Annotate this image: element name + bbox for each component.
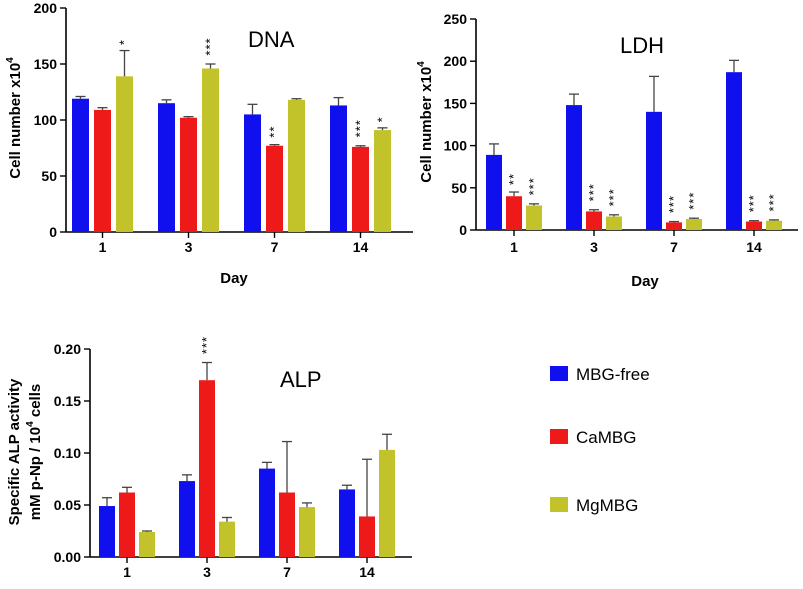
dna-bar-mbg-free-day-1: [72, 98, 89, 232]
ldh-significance-marker: ***: [586, 183, 601, 201]
ldh-y-tick-label: 0: [459, 222, 467, 238]
ldh-bar-mbg-free-day-14: [726, 72, 742, 230]
ldh-bar-mbg-free-day-3: [566, 105, 582, 230]
ldh-bar-cambg-day-7: [666, 222, 682, 230]
alp-y-tick-label: 0.10: [54, 445, 81, 461]
legend-label-mbg-free: MBG-free: [576, 365, 650, 384]
dna-significance-marker: *: [117, 39, 132, 45]
dna-y-axis-label: Cell number x104: [5, 57, 24, 179]
legend-swatch-mgmbg: [550, 497, 568, 512]
dna-x-tick-label: 14: [353, 239, 369, 255]
ldh-bar-cambg-day-14: [746, 221, 762, 230]
alp-significance-marker: ***: [199, 336, 214, 354]
alp-y-tick-label: 0.15: [54, 393, 81, 409]
ldh-y-tick-label: 200: [444, 53, 468, 69]
ldh-significance-marker: ***: [606, 188, 621, 206]
alp-bar-cambg-day-1: [119, 492, 135, 557]
ldh-x-axis-label: Day: [631, 273, 659, 290]
alp-bar-cambg-day-7: [279, 492, 295, 557]
ldh-y-tick-label: 100: [444, 138, 468, 154]
alp-bar-cambg-day-3: [199, 380, 215, 557]
ldh-bar-mbg-free-day-1: [486, 154, 502, 230]
dna-bar-mgmbg-day-14: [374, 130, 391, 232]
dna-y-tick-label: 0: [49, 224, 57, 240]
alp-bar-mgmbg-day-7: [299, 507, 315, 557]
ldh-bar-mgmbg-day-3: [606, 216, 622, 230]
alp-y-axis-label-line2: mM p-Np / 104 cells: [25, 384, 44, 520]
legend-swatch-cambg: [550, 429, 568, 444]
alp-bar-mgmbg-day-14: [379, 449, 395, 557]
alp-bar-mgmbg-day-3: [219, 521, 235, 557]
dna-bar-cambg-day-14: [352, 146, 369, 232]
dna-bar-cambg-day-7: [266, 145, 283, 232]
alp-title: ALP: [280, 367, 322, 392]
ldh-x-tick-label: 7: [670, 239, 678, 255]
dna-y-tick-label: 200: [34, 0, 58, 16]
alp-bar-mgmbg-day-1: [139, 532, 155, 557]
alp-x-tick-label: 14: [359, 564, 375, 580]
ldh-significance-marker: ***: [526, 177, 541, 195]
dna-bar-cambg-day-3: [180, 117, 197, 232]
ldh-significance-marker: ***: [686, 192, 701, 210]
ldh-chart: LDH Cell number x104 Day 0 50 100 150 200 250…: [416, 11, 798, 290]
ldh-significance-marker: ***: [746, 194, 761, 212]
alp-bar-mbg-free-day-1: [99, 506, 115, 557]
dna-title: DNA: [248, 27, 295, 52]
alp-bar-cambg-day-14: [359, 516, 375, 557]
dna-x-axis-label: Day: [220, 270, 248, 287]
dna-bar-mbg-free-day-14: [330, 105, 347, 232]
ldh-x-tick-label: 1: [510, 239, 518, 255]
ldh-bar-cambg-day-1: [506, 196, 522, 230]
ldh-significance-marker: ***: [766, 193, 781, 211]
dna-significance-marker: **: [267, 126, 282, 138]
ldh-significance-marker: **: [506, 173, 521, 185]
legend-label-mgmbg: MgMBG: [576, 496, 638, 515]
ldh-significance-marker: ***: [666, 195, 681, 213]
ldh-y-tick-label: 50: [451, 180, 467, 196]
legend-swatch-mbg-free: [550, 366, 568, 381]
alp-x-tick-label: 7: [283, 564, 291, 580]
alp-y-tick-label: 0.05: [54, 497, 81, 513]
dna-x-tick-label: 3: [185, 239, 193, 255]
ldh-y-tick-label: 250: [444, 11, 468, 27]
dna-bar-cambg-day-1: [94, 109, 111, 232]
dna-bar-mgmbg-day-1: [116, 76, 133, 232]
dna-chart: DNA Cell number x104 Day 0 50 100 150 200 1 * 3…: [5, 0, 413, 287]
ldh-bar-mbg-free-day-7: [646, 111, 662, 230]
ldh-title: LDH: [620, 33, 664, 58]
ldh-bar-mgmbg-day-7: [686, 219, 702, 230]
alp-bar-mbg-free-day-14: [339, 489, 355, 557]
alp-y-axis-label-line1: Specific ALP activity: [6, 378, 23, 525]
dna-y-tick-label: 100: [34, 112, 58, 128]
ldh-y-tick-label: 150: [444, 95, 468, 111]
alp-y-tick-label: 0.00: [54, 549, 81, 565]
alp-bar-mbg-free-day-7: [259, 468, 275, 557]
alp-y-tick-label: 0.20: [54, 341, 81, 357]
dna-bar-mbg-free-day-7: [244, 114, 261, 232]
dna-significance-marker: ***: [203, 37, 218, 55]
dna-significance-marker: *: [375, 116, 390, 122]
alp-chart: ALP Specific ALP activity mM p-Np / 104 …: [6, 336, 412, 580]
dna-x-tick-label: 7: [271, 239, 279, 255]
ldh-y-axis-label: Cell number x104: [416, 61, 435, 183]
legend: MBG-free CaMBG MgMBG: [550, 365, 650, 515]
dna-bar-mbg-free-day-3: [158, 103, 175, 232]
ldh-x-tick-label: 14: [746, 239, 762, 255]
dna-significance-marker: ***: [353, 119, 368, 137]
dna-y-tick-label: 50: [41, 168, 57, 184]
alp-bar-mbg-free-day-3: [179, 481, 195, 557]
alp-x-tick-label: 3: [203, 564, 211, 580]
ldh-bar-cambg-day-3: [586, 211, 602, 230]
legend-label-cambg: CaMBG: [576, 428, 636, 447]
ldh-bar-mgmbg-day-1: [526, 205, 542, 230]
ldh-bar-mgmbg-day-14: [766, 220, 782, 230]
dna-y-tick-label: 150: [34, 56, 58, 72]
dna-x-tick-label: 1: [99, 239, 107, 255]
dna-bar-mgmbg-day-3: [202, 68, 219, 232]
alp-x-tick-label: 1: [123, 564, 131, 580]
dna-bar-mgmbg-day-7: [288, 99, 305, 232]
ldh-x-tick-label: 3: [590, 239, 598, 255]
